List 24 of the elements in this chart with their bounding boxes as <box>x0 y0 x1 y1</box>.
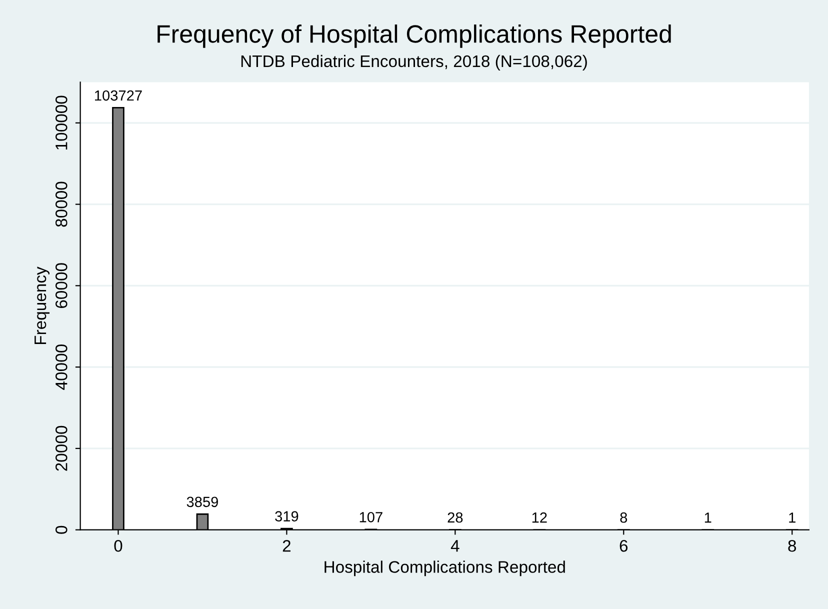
chart-subtitle: NTDB Pediatric Encounters, 2018 (N=108,062) <box>241 54 587 70</box>
x-axis-title: Hospital Complications Reported <box>324 560 565 576</box>
data-label: 8 <box>620 512 628 523</box>
data-label: 28 <box>448 512 463 523</box>
x-tick-label: 4 <box>450 540 460 552</box>
data-label: 1 <box>789 512 796 523</box>
data-label: 3859 <box>186 496 218 508</box>
y-tick-label: 100000 <box>55 96 68 150</box>
y-tick-label: 80000 <box>55 182 68 227</box>
data-label: 12 <box>532 512 547 523</box>
y-tick-label: 60000 <box>55 263 68 308</box>
x-tick-label: 6 <box>620 540 628 552</box>
chart-title: Frequency of Hospital Complications Reported <box>158 24 671 48</box>
y-tick-label: 40000 <box>55 344 68 390</box>
y-tick-label: 20000 <box>55 426 68 471</box>
x-tick-label: 0 <box>114 540 122 552</box>
x-tick-label: 8 <box>788 540 796 552</box>
x-tick-label: 2 <box>282 540 290 552</box>
data-label: 107 <box>360 512 382 522</box>
data-label: 1 <box>704 512 712 523</box>
y-axis-title: Frequency <box>34 266 50 344</box>
data-label: 103727 <box>95 90 142 101</box>
y-tick-label: 0 <box>55 526 68 534</box>
data-label: 319 <box>275 511 298 522</box>
